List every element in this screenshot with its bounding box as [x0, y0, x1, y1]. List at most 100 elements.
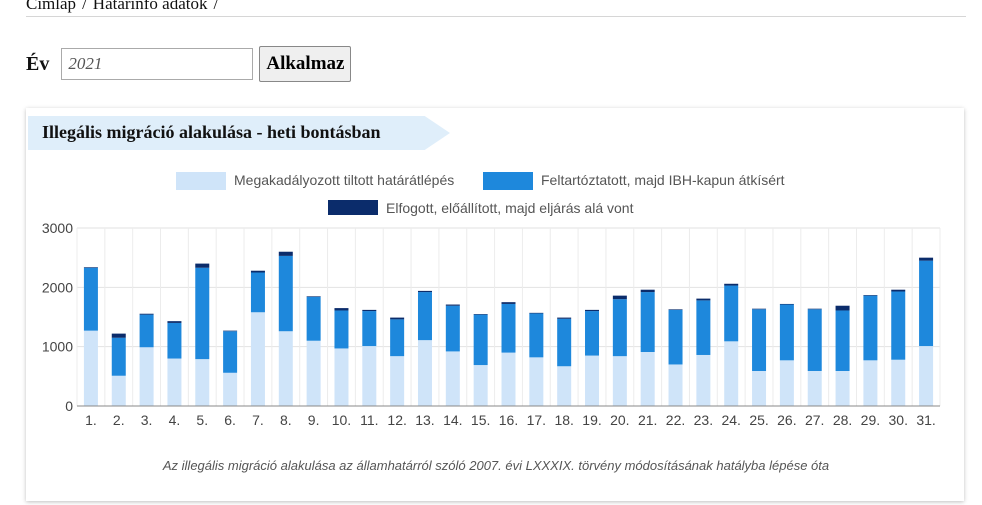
- bar-segment-series-2[interactable]: [668, 309, 683, 365]
- bar-segment-series-3[interactable]: [417, 290, 432, 293]
- bar-segment-series-1[interactable]: [417, 340, 432, 406]
- bar-segment-series-2[interactable]: [724, 285, 739, 342]
- bar-segment-series-2[interactable]: [473, 314, 488, 366]
- bar-segment-series-2[interactable]: [445, 305, 460, 352]
- bar-segment-series-2[interactable]: [167, 322, 182, 359]
- bar-segment-series-2[interactable]: [696, 300, 711, 355]
- bar-segment-series-3[interactable]: [111, 333, 126, 338]
- bar-segment-series-3[interactable]: [278, 251, 293, 256]
- bar-segment-series-1[interactable]: [390, 356, 405, 406]
- legend-label[interactable]: Megakadályozott tiltott határátlépés: [234, 172, 454, 188]
- bar-segment-series-3[interactable]: [501, 302, 516, 304]
- bar-segment-series-1[interactable]: [501, 352, 516, 406]
- bar-segment-series-1[interactable]: [139, 347, 154, 406]
- bar-segment-series-3[interactable]: [306, 296, 321, 297]
- bar-segment-series-1[interactable]: [195, 359, 210, 406]
- year-input[interactable]: [61, 48, 254, 80]
- bar-segment-series-3[interactable]: [195, 263, 210, 268]
- bar-segment-series-1[interactable]: [306, 340, 321, 406]
- bar-segment-series-2[interactable]: [585, 311, 600, 356]
- bar-segment-series-3[interactable]: [445, 304, 460, 306]
- bar-segment-series-2[interactable]: [362, 311, 377, 347]
- bar-segment-series-1[interactable]: [919, 346, 934, 406]
- bar-segment-series-3[interactable]: [807, 308, 822, 310]
- bar-segment-series-1[interactable]: [250, 312, 265, 406]
- bar-segment-series-2[interactable]: [111, 337, 126, 376]
- bar-segment-series-3[interactable]: [640, 289, 655, 293]
- bar-segment-series-1[interactable]: [167, 358, 182, 406]
- breadcrumb-home[interactable]: Címlap: [26, 0, 77, 13]
- bar-segment-series-1[interactable]: [445, 351, 460, 406]
- bar-segment-series-1[interactable]: [111, 375, 126, 406]
- bar-segment-series-3[interactable]: [390, 317, 405, 320]
- bar-segment-series-1[interactable]: [612, 356, 627, 406]
- bar-segment-series-2[interactable]: [891, 291, 906, 360]
- bar-segment-series-3[interactable]: [696, 298, 711, 301]
- breadcrumb-current[interactable]: Határinfó adatok: [92, 0, 208, 13]
- bar-segment-series-1[interactable]: [668, 364, 683, 406]
- bar-segment-series-1[interactable]: [223, 372, 238, 406]
- bar-segment-series-1[interactable]: [278, 331, 293, 406]
- bar-segment-series-1[interactable]: [752, 370, 767, 406]
- bar-segment-series-3[interactable]: [362, 309, 377, 312]
- bar-segment-series-3[interactable]: [334, 308, 349, 311]
- bar-segment-series-2[interactable]: [139, 314, 154, 348]
- bar-segment-series-2[interactable]: [390, 319, 405, 357]
- legend-label[interactable]: Feltartóztatott, majd IBH-kapun átkísért: [541, 172, 785, 188]
- bar-segment-series-2[interactable]: [779, 304, 794, 361]
- bar-segment-series-2[interactable]: [306, 296, 321, 341]
- bar-segment-series-3[interactable]: [752, 308, 767, 310]
- bar-segment-series-1[interactable]: [863, 360, 878, 406]
- bar-segment-series-1[interactable]: [835, 370, 850, 406]
- bar-segment-series-1[interactable]: [585, 355, 600, 406]
- bar-segment-series-3[interactable]: [83, 267, 98, 268]
- bar-segment-series-1[interactable]: [473, 365, 488, 406]
- bar-segment-series-2[interactable]: [250, 272, 265, 313]
- bar-segment-series-3[interactable]: [223, 330, 238, 332]
- apply-button[interactable]: Alkalmaz: [259, 46, 352, 82]
- bar-segment-series-3[interactable]: [891, 289, 906, 292]
- bar-segment-series-2[interactable]: [919, 260, 934, 347]
- bar-segment-series-2[interactable]: [835, 310, 850, 371]
- legend-label[interactable]: Elfogott, előállított, majd eljárás alá …: [386, 200, 634, 216]
- bar-segment-series-2[interactable]: [334, 310, 349, 349]
- bar-segment-series-3[interactable]: [724, 283, 739, 286]
- bar-segment-series-3[interactable]: [167, 321, 182, 323]
- bar-segment-series-3[interactable]: [557, 317, 572, 319]
- bar-segment-series-2[interactable]: [863, 295, 878, 361]
- bar-segment-series-3[interactable]: [919, 257, 934, 261]
- bar-segment-series-2[interactable]: [807, 309, 822, 371]
- bar-segment-series-3[interactable]: [585, 309, 600, 312]
- bar-segment-series-2[interactable]: [501, 303, 516, 353]
- bar-segment-series-3[interactable]: [612, 295, 627, 300]
- bar-segment-series-2[interactable]: [195, 267, 210, 360]
- bar-segment-series-3[interactable]: [863, 295, 878, 296]
- bar-segment-series-3[interactable]: [668, 309, 683, 310]
- bar-segment-series-3[interactable]: [529, 312, 544, 314]
- bar-segment-series-1[interactable]: [807, 370, 822, 406]
- bar-segment-series-2[interactable]: [752, 309, 767, 371]
- bar-segment-series-1[interactable]: [557, 366, 572, 406]
- bar-segment-series-3[interactable]: [779, 303, 794, 305]
- bar-segment-series-3[interactable]: [473, 314, 488, 315]
- bar-segment-series-1[interactable]: [529, 357, 544, 406]
- bar-segment-series-2[interactable]: [612, 299, 627, 357]
- bar-segment-series-1[interactable]: [696, 354, 711, 406]
- bar-segment-series-3[interactable]: [250, 270, 265, 273]
- bar-segment-series-2[interactable]: [640, 292, 655, 353]
- bar-segment-series-1[interactable]: [891, 359, 906, 406]
- bar-segment-series-2[interactable]: [223, 331, 238, 373]
- bar-segment-series-1[interactable]: [724, 341, 739, 406]
- bar-segment-series-3[interactable]: [139, 313, 154, 315]
- bar-segment-series-2[interactable]: [417, 292, 432, 341]
- bar-segment-series-1[interactable]: [362, 346, 377, 406]
- bar-segment-series-1[interactable]: [83, 330, 98, 406]
- bar-segment-series-1[interactable]: [640, 352, 655, 406]
- bar-segment-series-2[interactable]: [83, 267, 98, 331]
- bar-segment-series-2[interactable]: [278, 255, 293, 332]
- bar-segment-series-2[interactable]: [557, 318, 572, 367]
- bar-segment-series-1[interactable]: [334, 348, 349, 406]
- bar-segment-series-2[interactable]: [529, 313, 544, 358]
- bar-segment-series-1[interactable]: [779, 360, 794, 406]
- bar-segment-series-3[interactable]: [835, 305, 850, 311]
